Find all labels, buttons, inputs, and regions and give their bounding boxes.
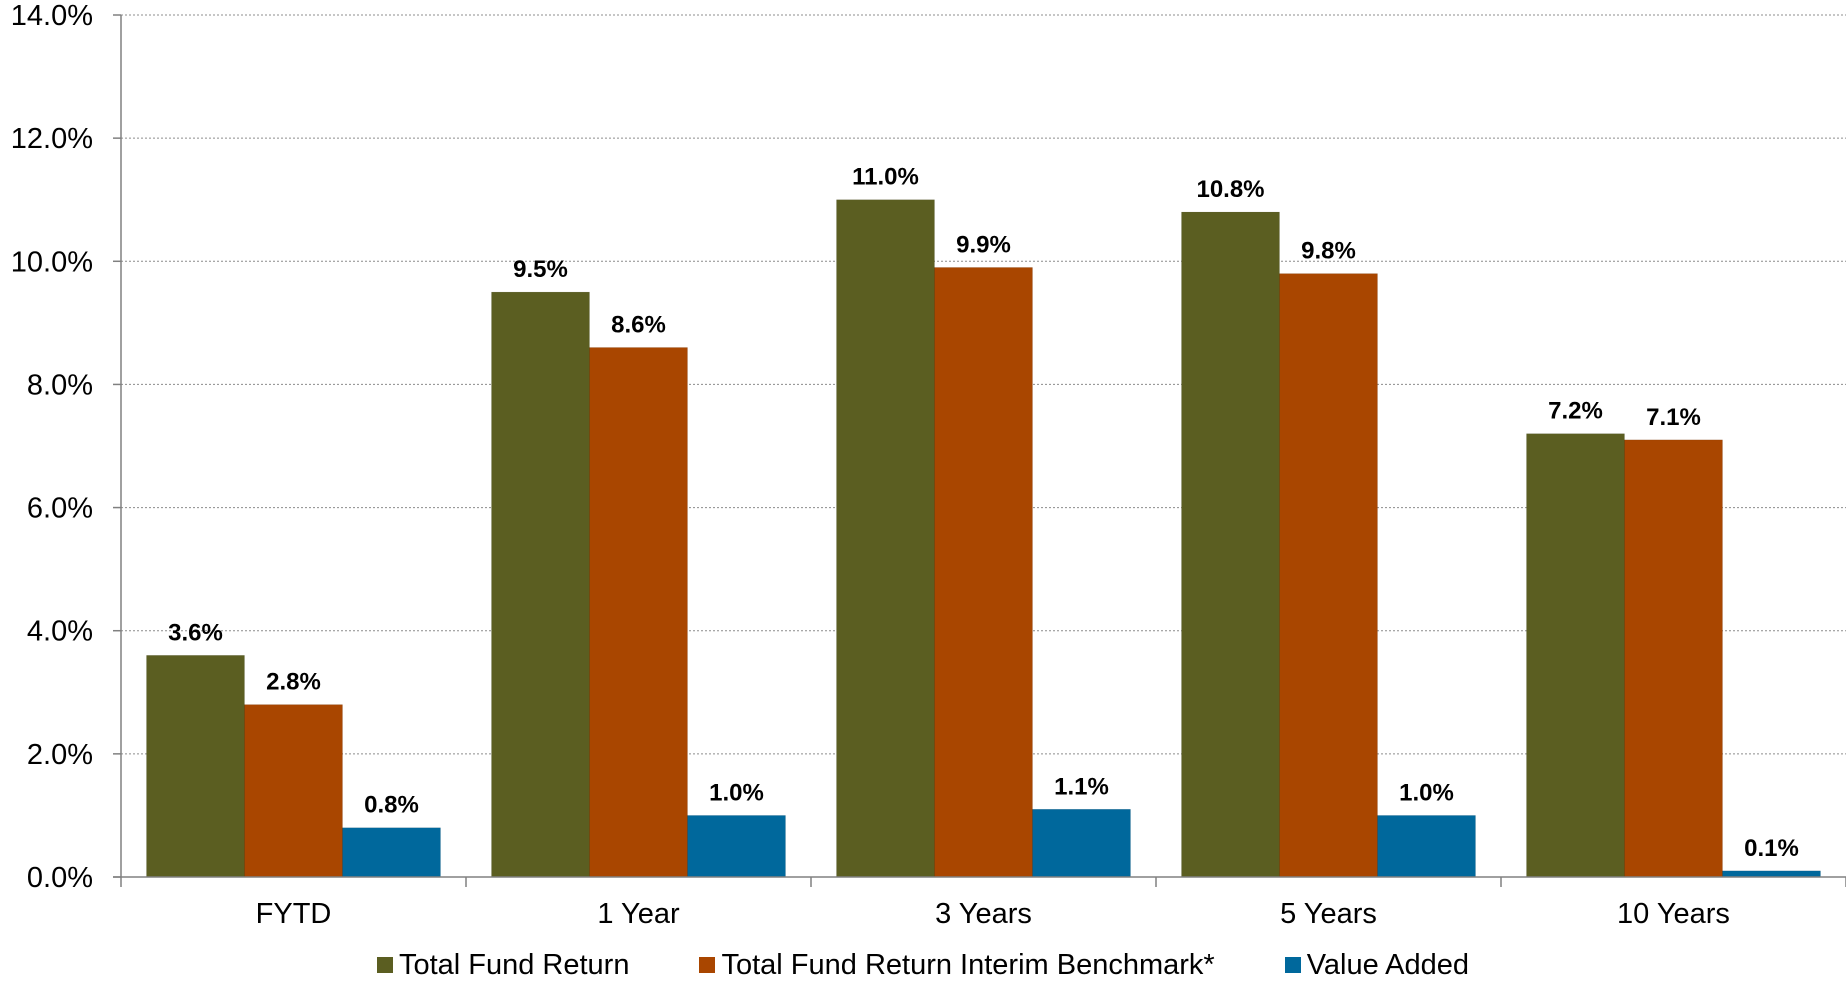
bar [1527, 434, 1625, 877]
legend-swatch [699, 957, 715, 973]
x-tick-label: 5 Years [1280, 898, 1377, 930]
bar [1723, 871, 1821, 877]
data-label: 1.0% [1399, 779, 1454, 806]
bar [935, 267, 1033, 877]
data-label: 0.8% [364, 792, 419, 819]
legend-label: Total Fund Return Interim Benchmark* [721, 949, 1214, 982]
data-label: 9.5% [513, 256, 568, 283]
data-label: 1.1% [1054, 773, 1109, 800]
legend-swatch [377, 957, 393, 973]
legend-item-total-fund-return: Total Fund Return [377, 949, 630, 982]
y-tick-label: 14.0% [11, 0, 93, 32]
y-tick-label: 10.0% [11, 246, 93, 278]
x-tick-label: FYTD [256, 898, 332, 930]
bar [837, 200, 935, 877]
x-tick-label: 3 Years [935, 898, 1032, 930]
data-label: 7.1% [1646, 404, 1701, 431]
legend-item-interim-benchmark: Total Fund Return Interim Benchmark* [699, 949, 1214, 982]
legend-item-value-added: Value Added [1285, 949, 1469, 982]
x-tick-label: 1 Year [597, 898, 680, 930]
data-label: 8.6% [611, 311, 666, 338]
data-label: 2.8% [266, 669, 321, 696]
y-tick-label: 8.0% [27, 369, 93, 401]
y-tick-label: 2.0% [27, 739, 93, 771]
bar [590, 347, 688, 877]
bar [1033, 809, 1131, 877]
bar [1280, 274, 1378, 877]
data-label: 11.0% [852, 164, 919, 191]
legend-label: Total Fund Return [399, 949, 630, 982]
data-label: 7.2% [1548, 398, 1603, 425]
data-label: 1.0% [709, 779, 764, 806]
y-tick-label: 0.0% [27, 862, 93, 894]
data-label: 9.8% [1301, 238, 1356, 265]
bar [245, 705, 343, 877]
bar [492, 292, 590, 877]
data-label: 3.6% [168, 619, 223, 646]
data-label: 10.8% [1196, 176, 1264, 203]
x-tick-label: 10 Years [1617, 898, 1730, 930]
bar [1182, 212, 1280, 877]
y-tick-label: 6.0% [27, 493, 93, 525]
bar [147, 655, 245, 877]
y-tick-label: 4.0% [27, 616, 93, 648]
y-tick-label: 12.0% [11, 123, 93, 155]
bar [688, 815, 786, 877]
bar [1378, 815, 1476, 877]
data-label: 9.9% [956, 231, 1011, 258]
legend: Total Fund Return Total Fund Return Inte… [0, 947, 1846, 983]
data-label: 0.1% [1744, 835, 1799, 862]
bar [1625, 440, 1723, 877]
bar [343, 828, 441, 877]
legend-label: Value Added [1307, 949, 1469, 982]
legend-swatch [1285, 957, 1301, 973]
